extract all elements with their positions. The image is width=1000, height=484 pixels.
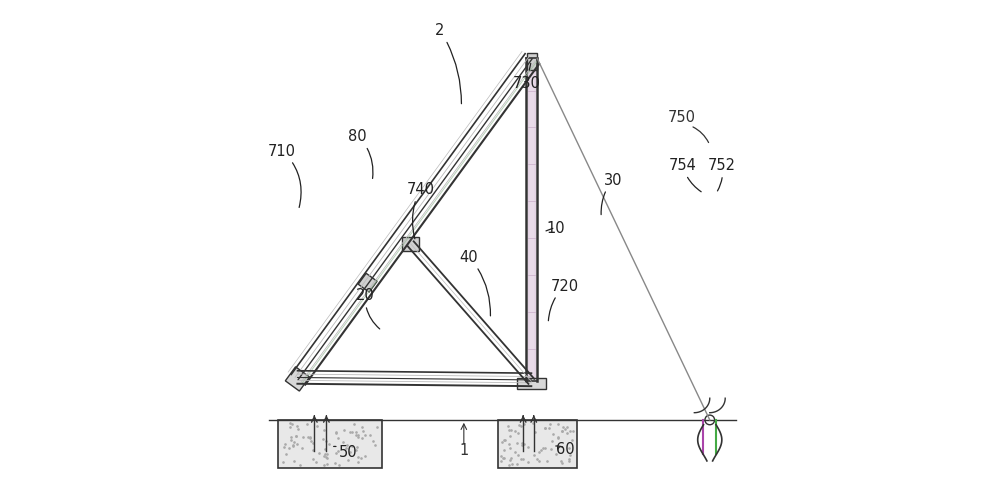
Text: 740: 740 — [406, 182, 434, 239]
Text: 750: 750 — [668, 110, 696, 125]
Bar — [278, 420, 382, 468]
Text: 20: 20 — [356, 288, 380, 329]
Text: 754: 754 — [668, 158, 701, 192]
Text: 720: 720 — [548, 278, 579, 321]
Bar — [527, 54, 537, 71]
Text: 2: 2 — [435, 23, 461, 105]
Bar — [498, 420, 577, 468]
Bar — [517, 378, 546, 389]
Bar — [402, 238, 419, 251]
Bar — [358, 274, 377, 292]
Text: 80: 80 — [348, 129, 373, 179]
Text: 30: 30 — [601, 172, 623, 215]
Text: 10: 10 — [546, 220, 565, 235]
Text: 40: 40 — [459, 249, 490, 316]
Text: 710: 710 — [268, 143, 301, 208]
Text: 730: 730 — [513, 64, 540, 91]
Text: 60: 60 — [556, 441, 574, 456]
Text: 752: 752 — [708, 158, 736, 192]
Text: 1: 1 — [459, 442, 468, 457]
Text: 50: 50 — [334, 444, 357, 459]
Bar — [285, 367, 310, 391]
